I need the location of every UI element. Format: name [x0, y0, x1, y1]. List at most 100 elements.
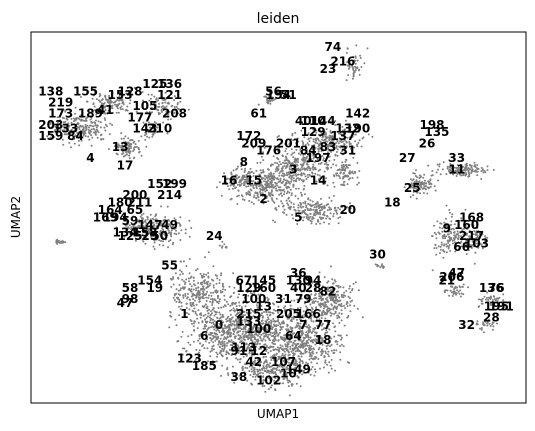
scatter-point [192, 304, 195, 307]
scatter-point [434, 244, 437, 247]
scatter-point [247, 338, 250, 341]
scatter-point [458, 231, 461, 234]
cluster-label: 201 [276, 136, 301, 150]
scatter-point [226, 177, 229, 180]
scatter-point [194, 310, 197, 313]
scatter-point [478, 241, 481, 244]
scatter-point [285, 156, 288, 159]
scatter-point [86, 116, 89, 119]
scatter-point [240, 165, 243, 168]
scatter-point [302, 156, 305, 159]
scatter-point [205, 332, 208, 335]
scatter-point [330, 199, 333, 202]
scatter-point [128, 157, 131, 160]
scatter-point [467, 249, 470, 252]
scatter-point [354, 69, 357, 71]
scatter-point [317, 150, 320, 153]
scatter-point [225, 182, 228, 185]
scatter-point [293, 347, 296, 350]
scatter-point [311, 330, 314, 333]
scatter-point [157, 105, 159, 108]
scatter-point [272, 194, 274, 197]
scatter-point [178, 300, 181, 303]
scatter-point [359, 57, 362, 59]
scatter-point [270, 345, 273, 348]
scatter-point [244, 325, 246, 328]
scatter-point [213, 314, 216, 317]
scatter-point [254, 349, 257, 352]
scatter-point [169, 310, 172, 313]
scatter-point [269, 192, 272, 195]
scatter-point [273, 333, 276, 336]
scatter-point [239, 181, 242, 183]
scatter-point [346, 47, 349, 50]
scatter-point [283, 347, 286, 350]
scatter-point [338, 175, 341, 178]
scatter-point [202, 294, 205, 297]
scatter-point [216, 277, 219, 280]
scatter-point [356, 59, 359, 62]
scatter-point [489, 325, 492, 327]
scatter-point [280, 142, 283, 145]
scatter-point [235, 186, 237, 189]
scatter-point [343, 143, 346, 146]
scatter-point [175, 300, 178, 303]
scatter-point [262, 171, 265, 174]
scatter-point [356, 183, 359, 186]
scatter-point [212, 321, 215, 324]
scatter-point [323, 163, 326, 166]
scatter-point [99, 134, 102, 137]
chart-title: leiden [257, 11, 300, 27]
scatter-point [272, 186, 275, 189]
scatter-point [158, 102, 160, 105]
scatter-point [452, 290, 455, 293]
scatter-point [262, 362, 265, 365]
scatter-point [123, 235, 126, 238]
scatter-point [320, 350, 322, 353]
scatter-point [295, 187, 298, 190]
scatter-point [208, 341, 211, 344]
scatter-point [483, 239, 486, 242]
scatter-point [324, 350, 327, 353]
scatter-point [205, 317, 208, 319]
scatter-point [443, 229, 446, 232]
scatter-point [221, 246, 223, 249]
scatter-point [326, 299, 329, 302]
scatter-point [230, 332, 233, 334]
scatter-point [349, 172, 351, 175]
scatter-point [132, 229, 135, 232]
scatter-point [119, 91, 121, 94]
scatter-point [64, 133, 67, 136]
scatter-point [336, 300, 339, 303]
scatter-point [330, 166, 333, 169]
scatter-point [158, 232, 161, 235]
scatter-point [441, 168, 444, 171]
scatter-point [235, 323, 238, 326]
scatter-point [330, 265, 332, 268]
cluster-label: 13 [112, 140, 129, 154]
scatter-point [292, 139, 295, 142]
scatter-point [248, 200, 251, 202]
scatter-point [267, 101, 270, 104]
scatter-point [283, 165, 286, 167]
scatter-point [127, 144, 130, 147]
scatter-point [209, 337, 212, 339]
scatter-point [77, 139, 80, 142]
scatter-point [307, 132, 310, 135]
scatter-point [190, 227, 193, 229]
scatter-point [486, 169, 489, 172]
scatter-point [301, 344, 304, 347]
scatter-point [338, 296, 341, 299]
scatter-point [205, 320, 208, 323]
scatter-point [272, 334, 275, 337]
scatter-point [317, 162, 320, 165]
scatter-point [219, 343, 222, 346]
scatter-point [98, 95, 101, 98]
scatter-point [134, 143, 137, 146]
scatter-point [74, 106, 77, 109]
scatter-point [212, 307, 215, 310]
scatter-point [277, 186, 280, 189]
scatter-point [227, 303, 230, 306]
scatter-point [352, 130, 355, 133]
scatter-point [343, 184, 346, 187]
